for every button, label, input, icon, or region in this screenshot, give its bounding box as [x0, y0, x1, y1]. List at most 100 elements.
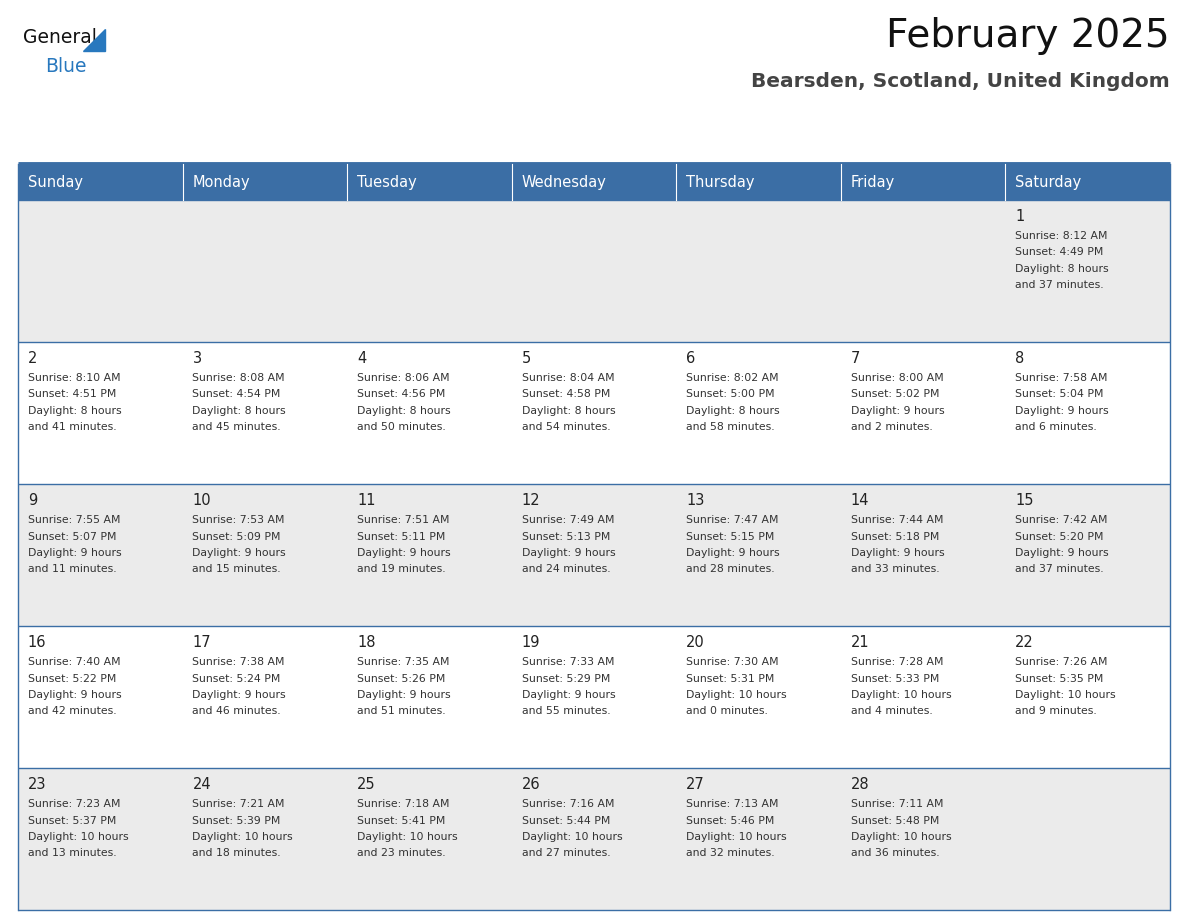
- Text: 23: 23: [27, 777, 46, 792]
- Text: Sunset: 5:09 PM: Sunset: 5:09 PM: [192, 532, 280, 542]
- Text: and 54 minutes.: and 54 minutes.: [522, 422, 611, 432]
- Text: Sunset: 5:07 PM: Sunset: 5:07 PM: [27, 532, 116, 542]
- Text: and 6 minutes.: and 6 minutes.: [1016, 422, 1097, 432]
- Text: Sunset: 4:49 PM: Sunset: 4:49 PM: [1016, 248, 1104, 258]
- Text: Sunset: 5:22 PM: Sunset: 5:22 PM: [27, 674, 116, 684]
- Text: Sunrise: 7:28 AM: Sunrise: 7:28 AM: [851, 657, 943, 667]
- Text: and 37 minutes.: and 37 minutes.: [1016, 281, 1104, 290]
- Text: Sunday: Sunday: [27, 174, 83, 189]
- Text: Daylight: 8 hours: Daylight: 8 hours: [522, 406, 615, 416]
- Text: Daylight: 10 hours: Daylight: 10 hours: [687, 832, 786, 842]
- Text: Sunrise: 7:11 AM: Sunrise: 7:11 AM: [851, 799, 943, 809]
- Text: and 32 minutes.: and 32 minutes.: [687, 848, 775, 858]
- Text: Sunset: 5:18 PM: Sunset: 5:18 PM: [851, 532, 939, 542]
- Text: 5: 5: [522, 351, 531, 366]
- Text: Sunrise: 8:12 AM: Sunrise: 8:12 AM: [1016, 231, 1107, 241]
- Bar: [183, 164, 347, 200]
- Text: Sunset: 5:48 PM: Sunset: 5:48 PM: [851, 815, 939, 825]
- Text: Sunset: 5:35 PM: Sunset: 5:35 PM: [1016, 674, 1104, 684]
- Text: Sunrise: 7:33 AM: Sunrise: 7:33 AM: [522, 657, 614, 667]
- Text: Sunrise: 7:35 AM: Sunrise: 7:35 AM: [358, 657, 449, 667]
- Text: 25: 25: [358, 777, 375, 792]
- Text: Daylight: 9 hours: Daylight: 9 hours: [358, 690, 450, 700]
- Text: Sunrise: 7:51 AM: Sunrise: 7:51 AM: [358, 515, 449, 525]
- Polygon shape: [83, 29, 105, 51]
- Text: Daylight: 8 hours: Daylight: 8 hours: [687, 406, 779, 416]
- Text: Daylight: 9 hours: Daylight: 9 hours: [192, 690, 286, 700]
- Text: Daylight: 10 hours: Daylight: 10 hours: [192, 832, 293, 842]
- Text: 18: 18: [358, 635, 375, 650]
- Text: Monday: Monday: [192, 174, 249, 189]
- Text: and 28 minutes.: and 28 minutes.: [687, 565, 775, 575]
- Text: Sunrise: 7:38 AM: Sunrise: 7:38 AM: [192, 657, 285, 667]
- Text: Sunrise: 7:42 AM: Sunrise: 7:42 AM: [1016, 515, 1107, 525]
- Text: Sunset: 5:13 PM: Sunset: 5:13 PM: [522, 532, 609, 542]
- Text: 22: 22: [1016, 635, 1034, 650]
- Text: Sunset: 5:46 PM: Sunset: 5:46 PM: [687, 815, 775, 825]
- Text: Sunrise: 7:21 AM: Sunrise: 7:21 AM: [192, 799, 285, 809]
- Text: 19: 19: [522, 635, 541, 650]
- Text: Sunset: 5:04 PM: Sunset: 5:04 PM: [1016, 389, 1104, 399]
- Text: Sunset: 5:26 PM: Sunset: 5:26 PM: [358, 674, 446, 684]
- Text: Daylight: 8 hours: Daylight: 8 hours: [192, 406, 286, 416]
- Text: 3: 3: [192, 351, 202, 366]
- Text: Daylight: 9 hours: Daylight: 9 hours: [851, 548, 944, 558]
- Text: Sunset: 5:24 PM: Sunset: 5:24 PM: [192, 674, 280, 684]
- Bar: [18, 164, 183, 200]
- Text: Daylight: 10 hours: Daylight: 10 hours: [851, 690, 952, 700]
- Bar: [18, 626, 1170, 768]
- Text: and 13 minutes.: and 13 minutes.: [27, 848, 116, 858]
- Text: Sunrise: 7:18 AM: Sunrise: 7:18 AM: [358, 799, 449, 809]
- Text: 16: 16: [27, 635, 46, 650]
- Text: 2: 2: [27, 351, 37, 366]
- Text: Sunrise: 7:47 AM: Sunrise: 7:47 AM: [687, 515, 778, 525]
- Bar: [676, 164, 841, 200]
- Text: Sunset: 5:37 PM: Sunset: 5:37 PM: [27, 815, 116, 825]
- Text: 15: 15: [1016, 493, 1034, 508]
- Text: Sunrise: 7:49 AM: Sunrise: 7:49 AM: [522, 515, 614, 525]
- Text: and 46 minutes.: and 46 minutes.: [192, 707, 282, 717]
- Text: Daylight: 9 hours: Daylight: 9 hours: [522, 690, 615, 700]
- Text: Thursday: Thursday: [687, 174, 754, 189]
- Bar: [18, 200, 1170, 342]
- Text: and 0 minutes.: and 0 minutes.: [687, 707, 767, 717]
- Text: 12: 12: [522, 493, 541, 508]
- Text: 17: 17: [192, 635, 211, 650]
- Text: 24: 24: [192, 777, 211, 792]
- Text: Sunrise: 7:23 AM: Sunrise: 7:23 AM: [27, 799, 120, 809]
- Text: General: General: [23, 28, 97, 47]
- Text: Bearsden, Scotland, United Kingdom: Bearsden, Scotland, United Kingdom: [751, 72, 1170, 91]
- Text: Sunset: 5:15 PM: Sunset: 5:15 PM: [687, 532, 775, 542]
- Text: Sunrise: 7:44 AM: Sunrise: 7:44 AM: [851, 515, 943, 525]
- Text: Daylight: 10 hours: Daylight: 10 hours: [358, 832, 457, 842]
- Text: 7: 7: [851, 351, 860, 366]
- Text: Sunrise: 7:58 AM: Sunrise: 7:58 AM: [1016, 373, 1107, 383]
- Text: Sunrise: 7:30 AM: Sunrise: 7:30 AM: [687, 657, 779, 667]
- Text: Sunset: 4:51 PM: Sunset: 4:51 PM: [27, 389, 116, 399]
- Text: 20: 20: [687, 635, 704, 650]
- Text: and 9 minutes.: and 9 minutes.: [1016, 707, 1097, 717]
- Text: Wednesday: Wednesday: [522, 174, 606, 189]
- Text: Daylight: 10 hours: Daylight: 10 hours: [27, 832, 128, 842]
- Text: Sunrise: 7:16 AM: Sunrise: 7:16 AM: [522, 799, 614, 809]
- Bar: [18, 484, 1170, 626]
- Text: Saturday: Saturday: [1016, 174, 1081, 189]
- Text: 6: 6: [687, 351, 695, 366]
- Text: Sunrise: 8:04 AM: Sunrise: 8:04 AM: [522, 373, 614, 383]
- Text: Daylight: 9 hours: Daylight: 9 hours: [358, 548, 450, 558]
- Text: 26: 26: [522, 777, 541, 792]
- Text: Sunrise: 7:53 AM: Sunrise: 7:53 AM: [192, 515, 285, 525]
- Text: Sunset: 5:41 PM: Sunset: 5:41 PM: [358, 815, 446, 825]
- Text: Daylight: 10 hours: Daylight: 10 hours: [1016, 690, 1116, 700]
- Text: 8: 8: [1016, 351, 1024, 366]
- Text: 10: 10: [192, 493, 211, 508]
- Text: and 33 minutes.: and 33 minutes.: [851, 565, 940, 575]
- Text: Daylight: 8 hours: Daylight: 8 hours: [1016, 264, 1108, 274]
- Bar: [512, 164, 676, 200]
- Text: 4: 4: [358, 351, 366, 366]
- Bar: [1005, 164, 1170, 200]
- Text: 13: 13: [687, 493, 704, 508]
- Text: Sunset: 5:29 PM: Sunset: 5:29 PM: [522, 674, 609, 684]
- Text: February 2025: February 2025: [886, 17, 1170, 55]
- Text: Daylight: 9 hours: Daylight: 9 hours: [192, 548, 286, 558]
